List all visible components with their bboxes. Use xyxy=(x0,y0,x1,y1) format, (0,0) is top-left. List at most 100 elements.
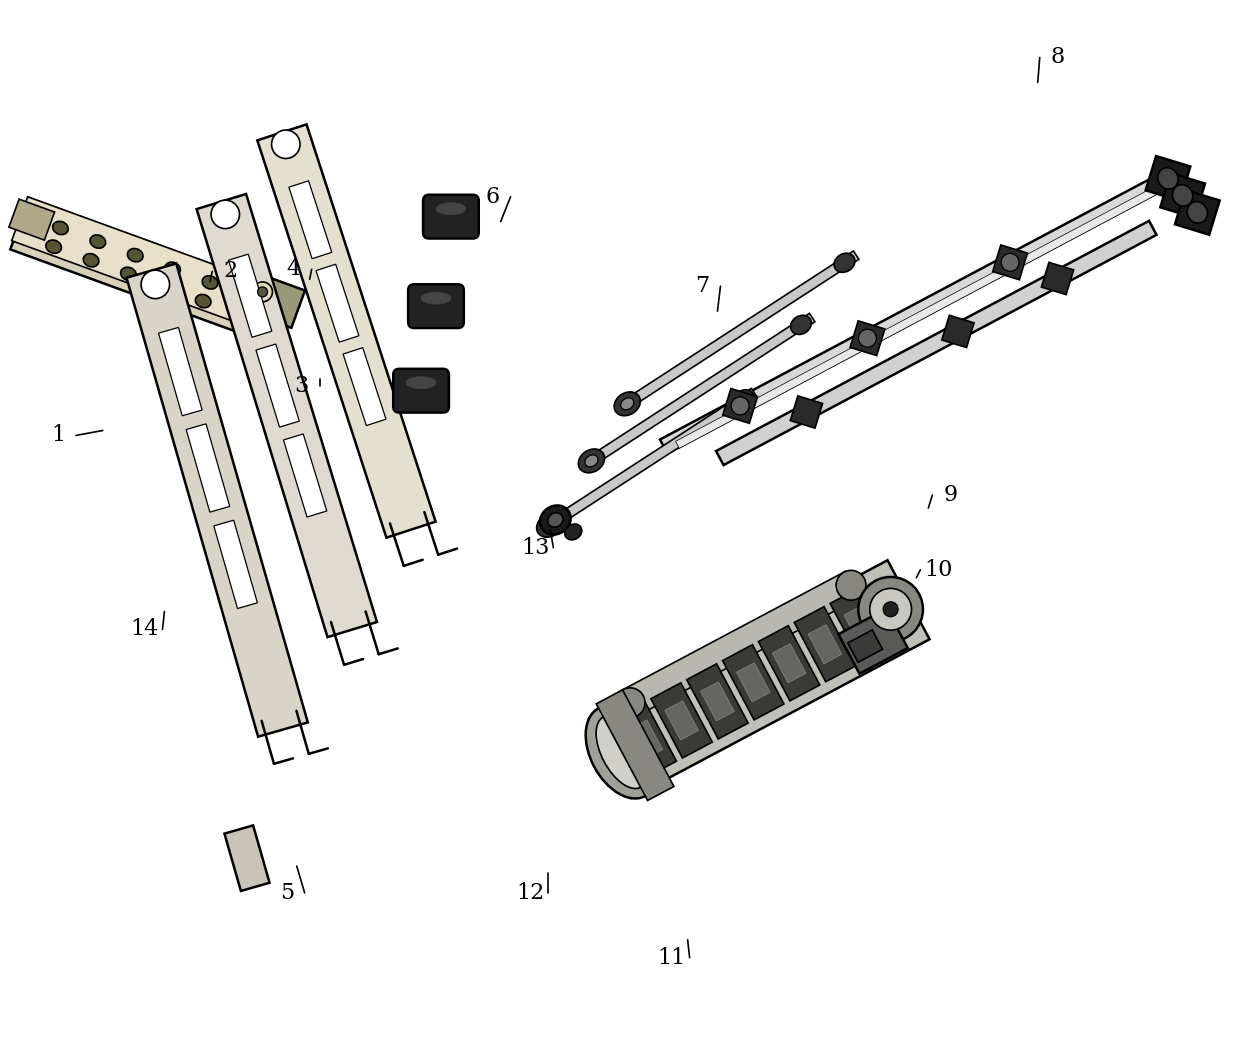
Ellipse shape xyxy=(858,577,923,641)
Ellipse shape xyxy=(564,524,582,540)
Polygon shape xyxy=(687,663,748,739)
Polygon shape xyxy=(596,690,673,800)
Text: 6: 6 xyxy=(486,186,500,208)
Ellipse shape xyxy=(585,455,598,467)
Polygon shape xyxy=(11,197,289,336)
Polygon shape xyxy=(790,395,822,428)
Ellipse shape xyxy=(835,253,854,272)
Polygon shape xyxy=(665,701,698,740)
Ellipse shape xyxy=(211,200,239,228)
Text: 1: 1 xyxy=(51,425,64,446)
Polygon shape xyxy=(589,561,930,798)
Polygon shape xyxy=(830,588,892,662)
Polygon shape xyxy=(759,626,820,701)
Polygon shape xyxy=(316,265,358,343)
Ellipse shape xyxy=(733,390,754,409)
Text: 13: 13 xyxy=(521,537,549,558)
Polygon shape xyxy=(715,221,1157,465)
Text: 2: 2 xyxy=(223,261,237,282)
Ellipse shape xyxy=(128,248,143,262)
Ellipse shape xyxy=(1158,168,1178,189)
Polygon shape xyxy=(255,344,299,428)
Polygon shape xyxy=(258,125,435,538)
Ellipse shape xyxy=(537,514,563,538)
Ellipse shape xyxy=(233,308,248,322)
Ellipse shape xyxy=(91,235,105,248)
Polygon shape xyxy=(126,264,308,737)
Polygon shape xyxy=(723,388,758,424)
Polygon shape xyxy=(1176,190,1220,235)
Polygon shape xyxy=(676,180,1171,448)
Ellipse shape xyxy=(1187,201,1208,223)
Ellipse shape xyxy=(543,519,557,531)
Ellipse shape xyxy=(621,398,634,410)
Text: 9: 9 xyxy=(944,484,957,507)
Polygon shape xyxy=(289,181,332,258)
Polygon shape xyxy=(773,644,806,683)
Text: 4: 4 xyxy=(286,258,301,280)
Ellipse shape xyxy=(407,377,436,388)
Ellipse shape xyxy=(202,276,218,289)
Polygon shape xyxy=(241,272,305,328)
FancyBboxPatch shape xyxy=(423,195,479,239)
Polygon shape xyxy=(10,198,290,345)
Ellipse shape xyxy=(585,706,658,798)
FancyBboxPatch shape xyxy=(393,368,449,412)
Ellipse shape xyxy=(858,329,877,347)
Polygon shape xyxy=(620,251,859,411)
Ellipse shape xyxy=(239,290,255,303)
Ellipse shape xyxy=(83,253,99,267)
Text: 8: 8 xyxy=(1050,47,1065,69)
Ellipse shape xyxy=(258,286,268,297)
Polygon shape xyxy=(737,662,770,702)
FancyBboxPatch shape xyxy=(408,284,464,328)
Polygon shape xyxy=(615,702,677,777)
Ellipse shape xyxy=(141,270,170,299)
Polygon shape xyxy=(629,720,662,759)
Text: 7: 7 xyxy=(696,275,709,297)
Polygon shape xyxy=(213,520,258,608)
Polygon shape xyxy=(848,630,883,662)
Polygon shape xyxy=(942,316,975,348)
Polygon shape xyxy=(159,327,202,416)
Ellipse shape xyxy=(615,688,645,717)
Text: 5: 5 xyxy=(280,882,294,904)
Polygon shape xyxy=(808,625,842,663)
Polygon shape xyxy=(1161,173,1205,218)
Ellipse shape xyxy=(883,602,898,617)
Ellipse shape xyxy=(157,281,174,294)
Polygon shape xyxy=(186,424,229,512)
Polygon shape xyxy=(651,683,712,758)
Text: 3: 3 xyxy=(295,375,309,397)
Ellipse shape xyxy=(272,130,300,159)
Polygon shape xyxy=(197,194,377,637)
Ellipse shape xyxy=(422,293,451,304)
Ellipse shape xyxy=(1173,185,1193,207)
Text: 11: 11 xyxy=(657,947,686,968)
Polygon shape xyxy=(993,245,1028,280)
Polygon shape xyxy=(851,321,885,356)
Ellipse shape xyxy=(614,392,640,416)
Ellipse shape xyxy=(165,263,180,275)
Ellipse shape xyxy=(253,282,273,302)
Ellipse shape xyxy=(196,295,211,307)
Ellipse shape xyxy=(46,240,62,253)
Ellipse shape xyxy=(539,506,570,535)
Polygon shape xyxy=(795,606,856,682)
Ellipse shape xyxy=(1001,253,1019,271)
Text: 10: 10 xyxy=(924,558,952,580)
Polygon shape xyxy=(284,434,327,517)
Polygon shape xyxy=(844,605,878,645)
Ellipse shape xyxy=(596,716,647,789)
Polygon shape xyxy=(1042,263,1074,295)
Ellipse shape xyxy=(120,267,136,280)
Text: 12: 12 xyxy=(516,882,544,904)
Polygon shape xyxy=(621,571,859,716)
Ellipse shape xyxy=(548,513,563,527)
Polygon shape xyxy=(701,682,734,721)
Polygon shape xyxy=(1146,156,1190,200)
Polygon shape xyxy=(584,313,815,468)
Polygon shape xyxy=(543,388,756,532)
Polygon shape xyxy=(723,645,784,720)
Polygon shape xyxy=(252,288,298,329)
